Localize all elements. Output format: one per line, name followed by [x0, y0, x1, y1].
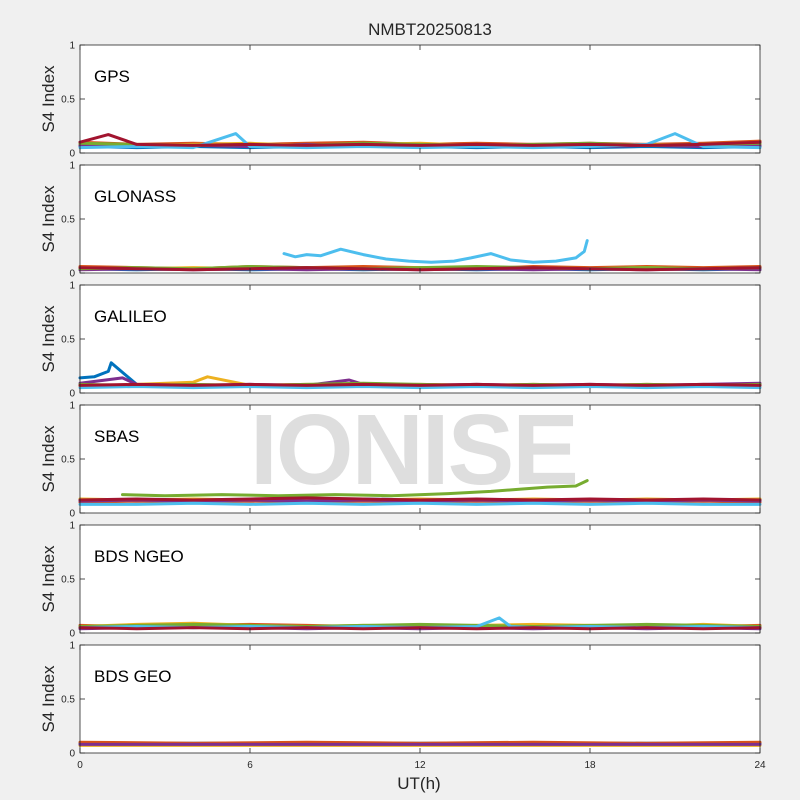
panel-label: GALILEO [94, 307, 167, 326]
y-tick-label: 1 [69, 161, 75, 172]
y-tick-label: 0.5 [61, 95, 75, 106]
plot-area [80, 285, 760, 393]
figure-title: NMBT20250813 [368, 20, 492, 39]
y-axis-label: S4 Index [39, 65, 58, 133]
panel-label: SBAS [94, 427, 139, 446]
y-tick-label: 0 [69, 269, 75, 280]
plot-area [80, 525, 760, 633]
y-tick-label: 1 [69, 401, 75, 412]
panel-label: BDS NGEO [94, 547, 184, 566]
x-tick-label: 18 [584, 760, 596, 771]
panel-0: 0 0.5 1 S4 Index GPS [39, 41, 762, 160]
series-line-6 [78, 496, 762, 502]
y-tick-label: 1 [69, 41, 75, 52]
panel-label: BDS GEO [94, 667, 171, 686]
panel-4: 0 0.5 1 S4 Index BDS NGEO [39, 521, 762, 640]
y-tick-label: 0.5 [61, 695, 75, 706]
x-axis-label: UT(h) [397, 774, 440, 793]
y-tick-label: 0.5 [61, 575, 75, 586]
x-tick-label: 6 [247, 760, 253, 771]
series-line-4 [121, 479, 589, 498]
x-tick-label: 0 [77, 760, 83, 771]
y-tick-label: 0 [69, 149, 75, 160]
panel-3: 0 0.5 1 S4 Index SBAS [39, 401, 762, 520]
y-tick-label: 1 [69, 521, 75, 532]
panel-label: GPS [94, 67, 130, 86]
series-line-5 [78, 501, 762, 506]
y-tick-label: 0 [69, 389, 75, 400]
y-tick-label: 0.5 [61, 215, 75, 226]
y-tick-label: 0.5 [61, 455, 75, 466]
series-line-6 [78, 133, 762, 147]
series-line-5 [78, 385, 762, 390]
plot-area [80, 645, 760, 753]
plot-area [80, 165, 760, 273]
y-axis-label: S4 Index [39, 185, 58, 253]
series-line-5 [78, 132, 762, 150]
panel-2: 0 0.5 1 S4 Index GALILEO [39, 281, 762, 400]
y-tick-label: 0.5 [61, 335, 75, 346]
series-line-5 [282, 239, 589, 264]
series-line-6 [78, 382, 762, 387]
panels-group: 0 0.5 1 S4 Index GPS 0 0.5 1 S4 Index GLONASS 0 0.5… [39, 41, 766, 772]
panel-1: 0 0.5 1 S4 Index GLONASS [39, 161, 762, 280]
series-line-4 [78, 622, 762, 628]
panel-label: GLONASS [94, 187, 176, 206]
x-tick-label: 12 [414, 760, 426, 771]
plot-area [80, 45, 760, 153]
y-tick-label: 0 [69, 509, 75, 520]
y-tick-label: 0 [69, 749, 75, 760]
y-tick-label: 1 [69, 281, 75, 292]
series-line-6 [78, 626, 762, 631]
y-axis-label: S4 Index [39, 305, 58, 373]
y-axis-label: S4 Index [39, 425, 58, 493]
y-axis-label: S4 Index [39, 665, 58, 733]
y-axis-label: S4 Index [39, 545, 58, 613]
x-tick-label: 24 [754, 760, 766, 771]
y-tick-label: 1 [69, 641, 75, 652]
y-tick-label: 0 [69, 629, 75, 640]
panel-5: 0 0.5 1 S4 Index BDS GEO [39, 641, 762, 760]
